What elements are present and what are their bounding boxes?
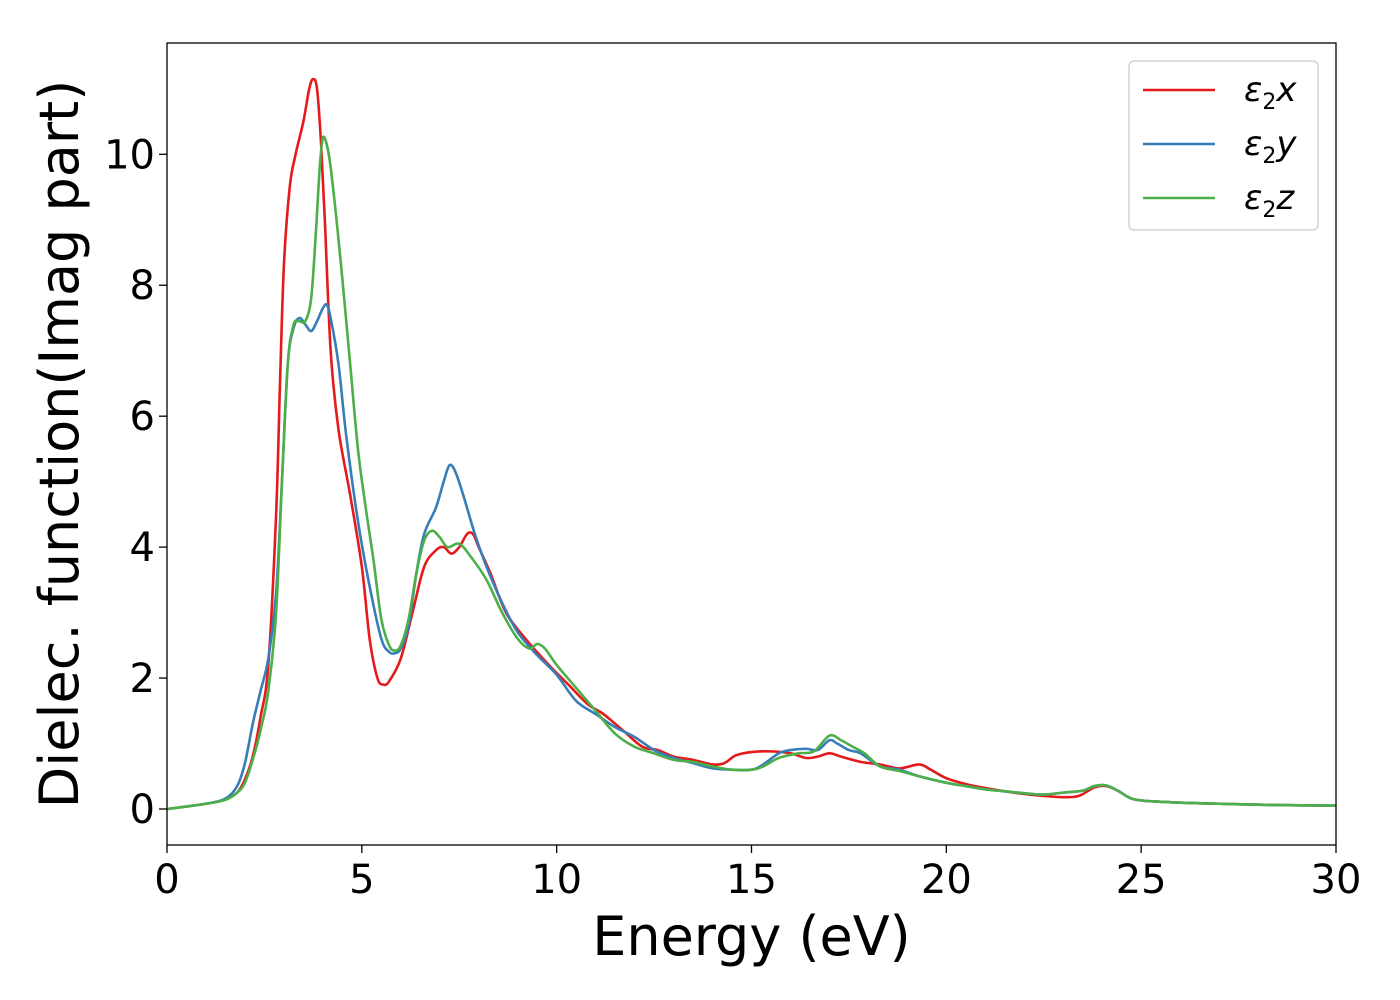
y-tick-label: 6	[130, 394, 155, 440]
y-tick-label: 0	[130, 787, 155, 833]
x-tick-label: 30	[1311, 857, 1362, 903]
y-tick-label: 2	[130, 656, 155, 702]
x-tick-label: 0	[154, 857, 179, 903]
y-axis-label: Dielec. function(Imag part)	[28, 80, 91, 809]
legend-label: ε2z	[1244, 178, 1295, 223]
series-line-z	[167, 135, 1336, 811]
x-tick-label: 25	[1116, 857, 1167, 903]
plot-content	[167, 77, 1336, 811]
x-tick-label: 15	[726, 857, 777, 903]
legend: ε2x ε2y ε2z	[1128, 60, 1319, 231]
x-axis-ticks: 0 5 10 15 20 25 30	[154, 845, 1361, 903]
x-tick-label: 20	[921, 857, 972, 903]
x-axis-label: Energy (eV)	[592, 905, 911, 968]
legend-label: ε2y	[1244, 124, 1297, 169]
series-line-y	[167, 303, 1336, 811]
x-tick-label: 5	[349, 857, 374, 903]
y-tick-label: 10	[104, 132, 155, 178]
x-tick-label: 10	[531, 857, 582, 903]
legend-box	[1128, 60, 1319, 231]
y-axis-ticks: 0 2 4 6 8 10	[104, 132, 167, 833]
y-tick-label: 4	[130, 525, 155, 571]
legend-label: ε2x	[1244, 70, 1297, 115]
y-tick-label: 8	[130, 263, 155, 309]
